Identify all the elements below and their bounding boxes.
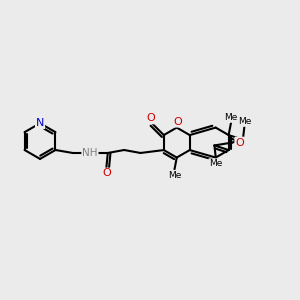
Text: Me: Me <box>209 159 223 168</box>
Text: Me: Me <box>168 171 181 180</box>
Text: Me: Me <box>224 113 238 122</box>
Text: N: N <box>36 118 44 128</box>
Text: O: O <box>147 113 155 123</box>
Text: NH: NH <box>82 148 98 158</box>
Text: O: O <box>174 117 183 127</box>
Text: O: O <box>102 169 111 178</box>
Text: Me: Me <box>238 117 251 126</box>
Text: O: O <box>235 138 244 148</box>
